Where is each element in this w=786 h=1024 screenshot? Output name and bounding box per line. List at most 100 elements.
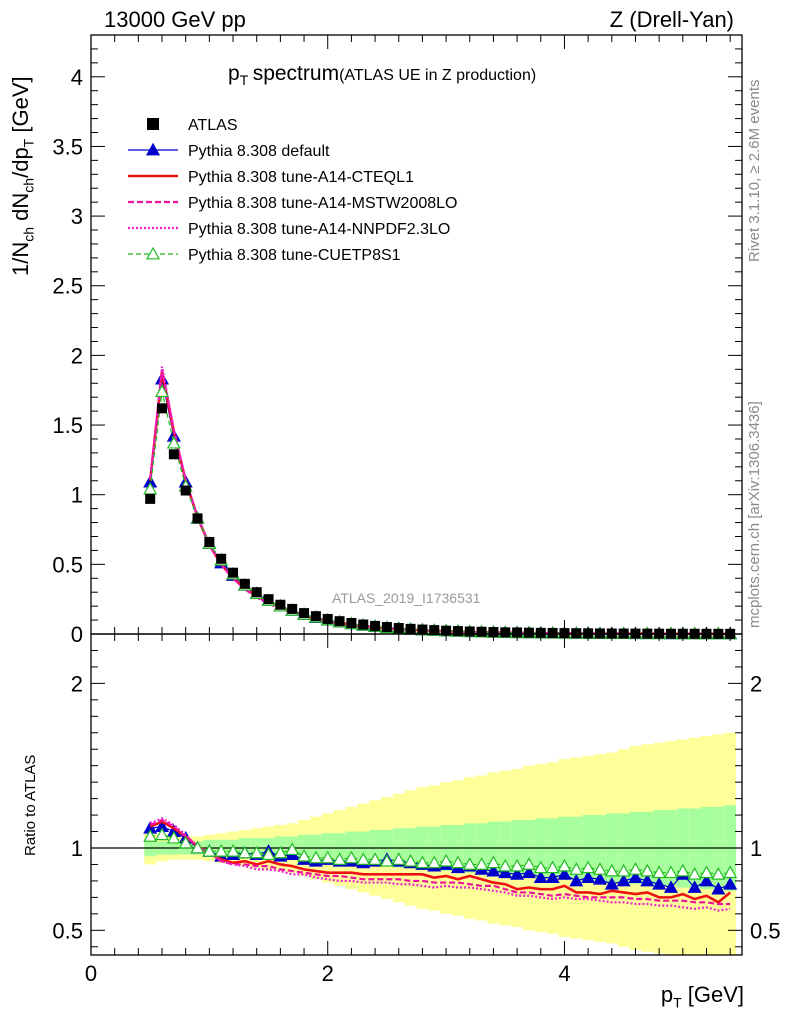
ratio-point-cuetp8s1 [498, 858, 513, 872]
ratio-point-cuetp8s1 [711, 867, 726, 880]
ratio-point-default [628, 870, 643, 884]
data-point-atlas [500, 627, 511, 638]
data-point-atlas [168, 449, 179, 460]
ratio-point-default [510, 867, 525, 880]
y-tick-label: 4 [71, 65, 83, 90]
data-point-atlas [145, 493, 156, 504]
ratio-line-mstw [149, 818, 731, 906]
ratio-tick-label-right: 1 [750, 836, 762, 861]
ratio-tick-label-right: 0.5 [750, 918, 781, 943]
ratio-point-cuetp8s1 [486, 855, 501, 869]
y-tick-label: 1.5 [52, 413, 83, 438]
legend-marker-atlas [147, 118, 159, 130]
axis-ticks: 0 2 400.511.522.533.540.5 0.51 12 2 [52, 35, 781, 986]
header-left-label: 13000 GeV pp [104, 7, 246, 32]
data-point-atlas [180, 485, 191, 496]
legend-label-mstw: Pythia 8.308 tune-A14-MSTW2008LO [188, 195, 457, 212]
legend-entry-cteql1: Pythia 8.308 tune-A14-CTEQL1 [128, 169, 414, 186]
ratio-tick-label-left: 0.5 [52, 918, 83, 943]
ratio-point-cuetp8s1 [687, 867, 702, 880]
ratio-series-nnpdf [149, 817, 731, 912]
ratio-point-cuetp8s1 [308, 850, 323, 864]
ratio-frame [90, 633, 743, 956]
ratio-point-default [604, 876, 619, 890]
ratio-point-cuetp8s1 [616, 863, 631, 877]
ratio-point-default [533, 870, 548, 884]
ratio-point-cuetp8s1 [427, 855, 442, 869]
ratio-point-default [640, 873, 655, 887]
x-tick-label: 4 [558, 961, 570, 986]
ratio-point-cuetp8s1 [403, 853, 418, 867]
ratio-series-cteql1 [149, 820, 731, 904]
legend-marker-cuetp8s1 [145, 246, 161, 260]
data-point-atlas [263, 594, 274, 605]
ratio-point-cuetp8s1 [356, 852, 371, 865]
y-tick-label: 0 [71, 622, 83, 647]
ratio-point-cuetp8s1 [154, 827, 170, 841]
ratio-point-default [592, 872, 607, 885]
ratio-point-cuetp8s1 [391, 852, 406, 865]
y-tick-label: 2 [71, 343, 83, 368]
ratio-point-cuetp8s1 [450, 855, 465, 869]
ratio-point-cuetp8s1 [202, 844, 217, 857]
ratio-point-default [486, 863, 501, 877]
y-tick-label: 0.5 [52, 552, 83, 577]
ratio-point-cuetp8s1 [723, 865, 738, 879]
ratio-tick-label-left: 2 [71, 671, 83, 696]
ratio-point-cuetp8s1 [592, 862, 607, 875]
x-tick-label: 0 [85, 961, 97, 986]
ratio-point-cuetp8s1 [273, 845, 288, 859]
legend-entry-cuetp8s1: Pythia 8.308 tune-CUETP8S1 [128, 246, 401, 264]
ratio-point-cuetp8s1 [699, 865, 714, 879]
ratio-panel [90, 633, 743, 956]
ratio-point-cuetp8s1 [214, 844, 229, 857]
ratio-point-default [545, 870, 560, 884]
ratio-point-cuetp8s1 [545, 860, 560, 874]
ratio-point-default [498, 865, 513, 879]
legend-label-cuetp8s1: Pythia 8.308 tune-CUETP8S1 [188, 247, 401, 264]
ratio-point-cuetp8s1 [178, 835, 193, 849]
ratio-point-cuetp8s1 [344, 850, 359, 864]
header-right-label: Z (Drell-Yan) [609, 7, 734, 32]
ratio-point-cuetp8s1 [439, 853, 454, 867]
ratio-point-cuetp8s1 [557, 858, 572, 872]
data-point-atlas [381, 622, 392, 633]
ratio-point-cuetp8s1 [237, 845, 252, 859]
ratio-point-cuetp8s1 [297, 848, 312, 862]
data-point-atlas [275, 599, 286, 610]
ratio-line-cteql1 [149, 820, 731, 904]
data-point-atlas [310, 611, 321, 622]
x-tick-label: 2 [322, 961, 334, 986]
ratio-point-cuetp8s1 [368, 852, 383, 865]
legend-label-atlas: ATLAS [188, 117, 238, 134]
data-point-atlas [251, 587, 262, 598]
data-point-atlas [547, 627, 558, 638]
ratio-point-cuetp8s1 [285, 842, 300, 856]
ratio-point-cuetp8s1 [521, 857, 536, 870]
ratio-series-cuetp8s1 [143, 827, 738, 880]
legend-marker-default [145, 142, 161, 156]
legend-entry-nnpdf: Pythia 8.308 tune-A14-NNPDF2.3LO [128, 221, 450, 238]
ratio-point-cuetp8s1 [533, 860, 548, 874]
ratio-point-cuetp8s1 [320, 850, 335, 864]
data-point-atlas [334, 616, 345, 627]
data-point-atlas [571, 628, 582, 639]
ratio-point-cuetp8s1 [604, 863, 619, 877]
ratio-point-cuetp8s1 [652, 865, 667, 879]
ratio-point-cuetp8s1 [261, 847, 276, 860]
ratio-y-axis-label: Ratio to ATLAS [22, 754, 39, 856]
plot-title-paren: (ATLAS UE in Z production) [339, 67, 537, 84]
legend: ATLAS Pythia 8.308 default Pythia 8.308 tu… [128, 117, 457, 264]
ratio-point-cuetp8s1 [569, 862, 584, 875]
analysis-watermark: ATLAS_2019_I1736531 [332, 590, 481, 606]
data-point-atlas [452, 626, 463, 637]
data-point-atlas [322, 613, 333, 624]
x-axis-label: pT [GeV] [660, 982, 744, 1011]
ratio-point-cuetp8s1 [379, 853, 394, 867]
ratio-point-default [663, 880, 679, 893]
ratio-point-default [652, 876, 667, 890]
legend-entry-default: Pythia 8.308 default [128, 142, 330, 160]
y-tick-label: 1 [71, 483, 83, 508]
data-point-atlas [299, 608, 310, 619]
y-tick-label: 2.5 [52, 274, 83, 299]
